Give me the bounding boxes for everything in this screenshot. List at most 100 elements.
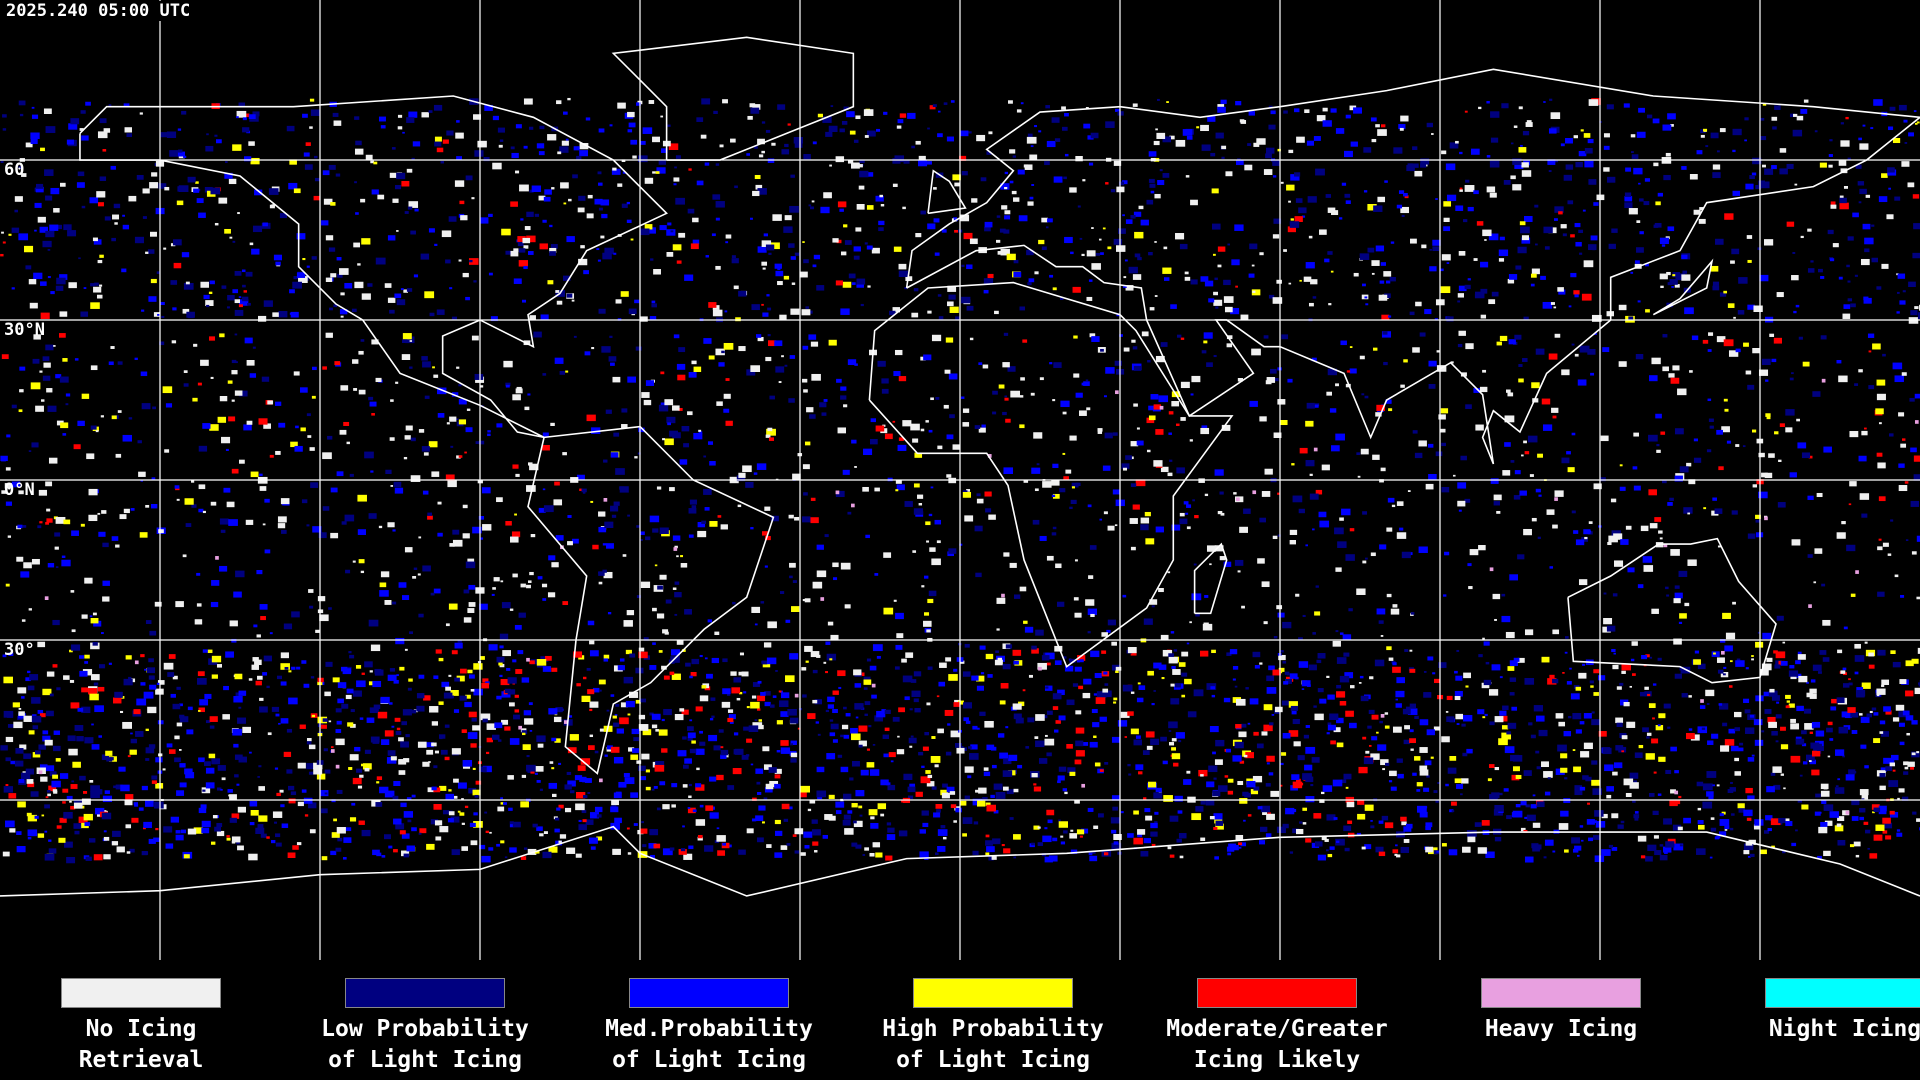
icing-pixel bbox=[1534, 204, 1539, 208]
icing-pixel bbox=[1667, 113, 1676, 120]
icing-pixel bbox=[1459, 187, 1463, 190]
icing-pixel bbox=[482, 524, 492, 531]
icing-pixel bbox=[854, 363, 858, 366]
icing-pixel bbox=[524, 718, 534, 725]
icing-pixel bbox=[509, 821, 514, 825]
icing-pixel bbox=[938, 316, 944, 320]
icing-pixel bbox=[1659, 273, 1668, 280]
icing-pixel bbox=[1028, 674, 1033, 678]
icing-pixel bbox=[948, 294, 956, 300]
icing-pixel bbox=[751, 695, 757, 699]
icing-pixel bbox=[902, 675, 913, 683]
icing-pixel bbox=[1883, 706, 1891, 712]
icing-pixel bbox=[1859, 808, 1866, 813]
icing-pixel bbox=[579, 776, 587, 782]
icing-pixel bbox=[252, 346, 256, 349]
icing-pixel bbox=[1041, 655, 1050, 661]
icing-pixel bbox=[763, 233, 768, 237]
icing-pixel bbox=[1086, 296, 1093, 301]
icing-pixel bbox=[106, 757, 113, 762]
icing-pixel bbox=[468, 711, 477, 718]
icing-pixel bbox=[612, 376, 621, 383]
icing-pixel bbox=[1683, 507, 1693, 514]
icing-pixel bbox=[1389, 276, 1396, 282]
icing-pixel bbox=[700, 134, 707, 139]
icing-pixel bbox=[73, 444, 81, 450]
icing-pixel bbox=[768, 340, 777, 347]
icing-pixel bbox=[368, 513, 377, 519]
icing-pixel bbox=[1795, 738, 1805, 745]
icing-pixel bbox=[1075, 750, 1085, 757]
icing-pixel bbox=[630, 792, 639, 798]
icing-pixel bbox=[1514, 162, 1524, 169]
icing-pixel bbox=[231, 370, 238, 375]
icing-pixel bbox=[1670, 124, 1674, 127]
icing-pixel bbox=[239, 390, 248, 397]
icing-pixel bbox=[1795, 304, 1800, 308]
icing-pixel bbox=[614, 817, 622, 824]
icing-pixel bbox=[1395, 703, 1402, 708]
icing-pixel bbox=[302, 258, 306, 261]
icing-pixel bbox=[1336, 717, 1344, 724]
icing-pixel bbox=[548, 782, 558, 789]
icing-pixel bbox=[1437, 782, 1440, 784]
icing-pixel bbox=[1838, 160, 1847, 166]
icing-pixel bbox=[280, 663, 290, 670]
icing-pixel bbox=[1365, 303, 1369, 306]
icing-pixel bbox=[1396, 501, 1404, 506]
icing-pixel bbox=[982, 364, 989, 369]
icing-pixel bbox=[810, 651, 820, 658]
icing-pixel bbox=[1381, 815, 1389, 821]
icing-pixel bbox=[2, 241, 6, 244]
icing-pixel bbox=[1338, 217, 1343, 220]
icing-pixel bbox=[1253, 731, 1259, 736]
icing-pixel bbox=[1464, 284, 1471, 290]
icing-pixel bbox=[549, 247, 557, 253]
icing-pixel bbox=[398, 737, 404, 742]
icing-pixel bbox=[1299, 279, 1302, 282]
icing-pixel bbox=[1330, 270, 1334, 273]
icing-pixel bbox=[1044, 827, 1048, 830]
icing-pixel bbox=[101, 812, 112, 820]
icing-pixel bbox=[843, 404, 848, 408]
icing-pixel bbox=[896, 484, 905, 491]
icing-pixel bbox=[299, 724, 306, 729]
icing-pixel bbox=[678, 849, 687, 855]
icing-pixel bbox=[266, 836, 270, 839]
icing-pixel bbox=[40, 312, 50, 319]
icing-pixel bbox=[437, 501, 442, 505]
icing-pixel bbox=[359, 774, 364, 778]
icing-pixel bbox=[145, 251, 149, 254]
icing-pixel bbox=[1629, 772, 1639, 779]
icing-pixel bbox=[1602, 747, 1612, 755]
icing-pixel bbox=[717, 515, 722, 518]
icing-pixel bbox=[1467, 278, 1471, 281]
icing-pixel bbox=[617, 665, 625, 671]
icing-pixel bbox=[478, 516, 485, 520]
icing-pixel bbox=[1035, 740, 1045, 748]
icing-pixel bbox=[1845, 116, 1849, 120]
icing-pixel bbox=[461, 846, 468, 851]
icing-pixel bbox=[988, 131, 993, 135]
icing-pixel bbox=[1779, 168, 1788, 175]
icing-pixel bbox=[1416, 782, 1423, 787]
icing-pixel bbox=[854, 466, 857, 468]
icing-pixel bbox=[674, 166, 677, 169]
icing-pixel bbox=[1131, 339, 1136, 343]
icing-pixel bbox=[1474, 822, 1482, 827]
icing-pixel bbox=[1512, 766, 1520, 772]
icing-pixel bbox=[221, 777, 226, 781]
icing-pixel bbox=[46, 790, 51, 793]
icing-pixel bbox=[658, 159, 666, 165]
icing-pixel bbox=[1266, 675, 1275, 682]
icing-pixel bbox=[1052, 463, 1059, 468]
icing-pixel bbox=[217, 765, 226, 771]
icing-pixel bbox=[1045, 652, 1055, 660]
icing-pixel bbox=[468, 258, 479, 265]
icing-pixel bbox=[393, 849, 398, 853]
icing-pixel bbox=[949, 306, 959, 313]
icing-pixel bbox=[876, 710, 886, 718]
icing-pixel bbox=[1201, 350, 1207, 354]
icing-pixel bbox=[509, 847, 517, 853]
icing-pixel bbox=[387, 750, 396, 756]
